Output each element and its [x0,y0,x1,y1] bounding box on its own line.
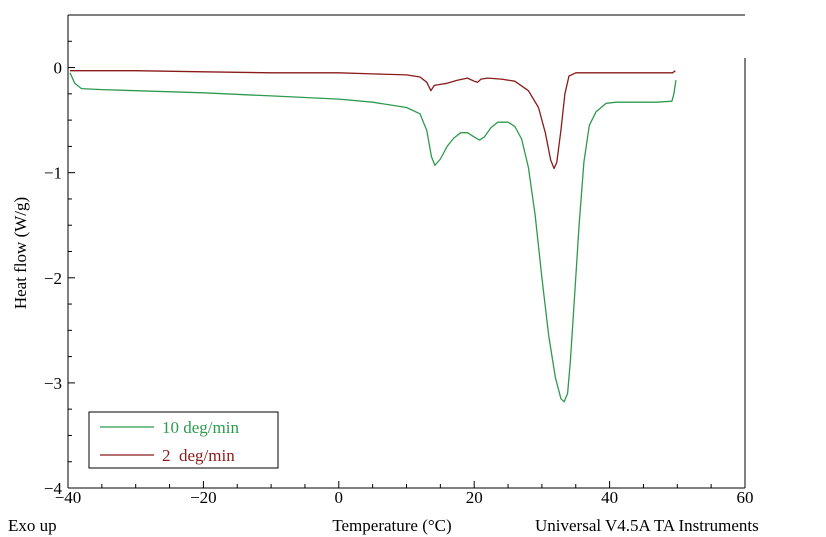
y-tick-label: −3 [44,374,62,393]
footer-right-text: Universal V4.5A TA Instruments [535,516,759,535]
legend: 10 deg/min 2 deg/min [88,411,279,469]
series-line-10-deg [69,72,677,403]
x-tick-label: −40 [55,488,82,507]
x-tick-label: 60 [737,488,754,507]
legend-box [88,411,279,469]
footer-left-text: Exo up [8,516,57,535]
y-tick-label: −2 [44,269,62,288]
series-layer [69,70,677,403]
x-tick-label: 40 [601,488,618,507]
legend-label-10-deg: 10 deg/min [162,418,239,437]
x-tick-label: 20 [466,488,483,507]
series-line-2-deg [70,70,676,170]
y-axis-label: Heat flow (W/g) [11,197,30,309]
y-tick-label: 0 [54,59,63,78]
y-tick-label: −4 [44,479,63,498]
y-tick-label: −1 [44,164,62,183]
ticks: −40 −20 0 20 40 60 0 −1 −2 −3 −4 [44,40,754,507]
x-axis-label: Temperature (°C) [332,516,451,535]
x-tick-label: −20 [190,488,217,507]
x-tick-label: 0 [335,488,344,507]
legend-label-2-deg: 2 deg/min [162,446,235,465]
